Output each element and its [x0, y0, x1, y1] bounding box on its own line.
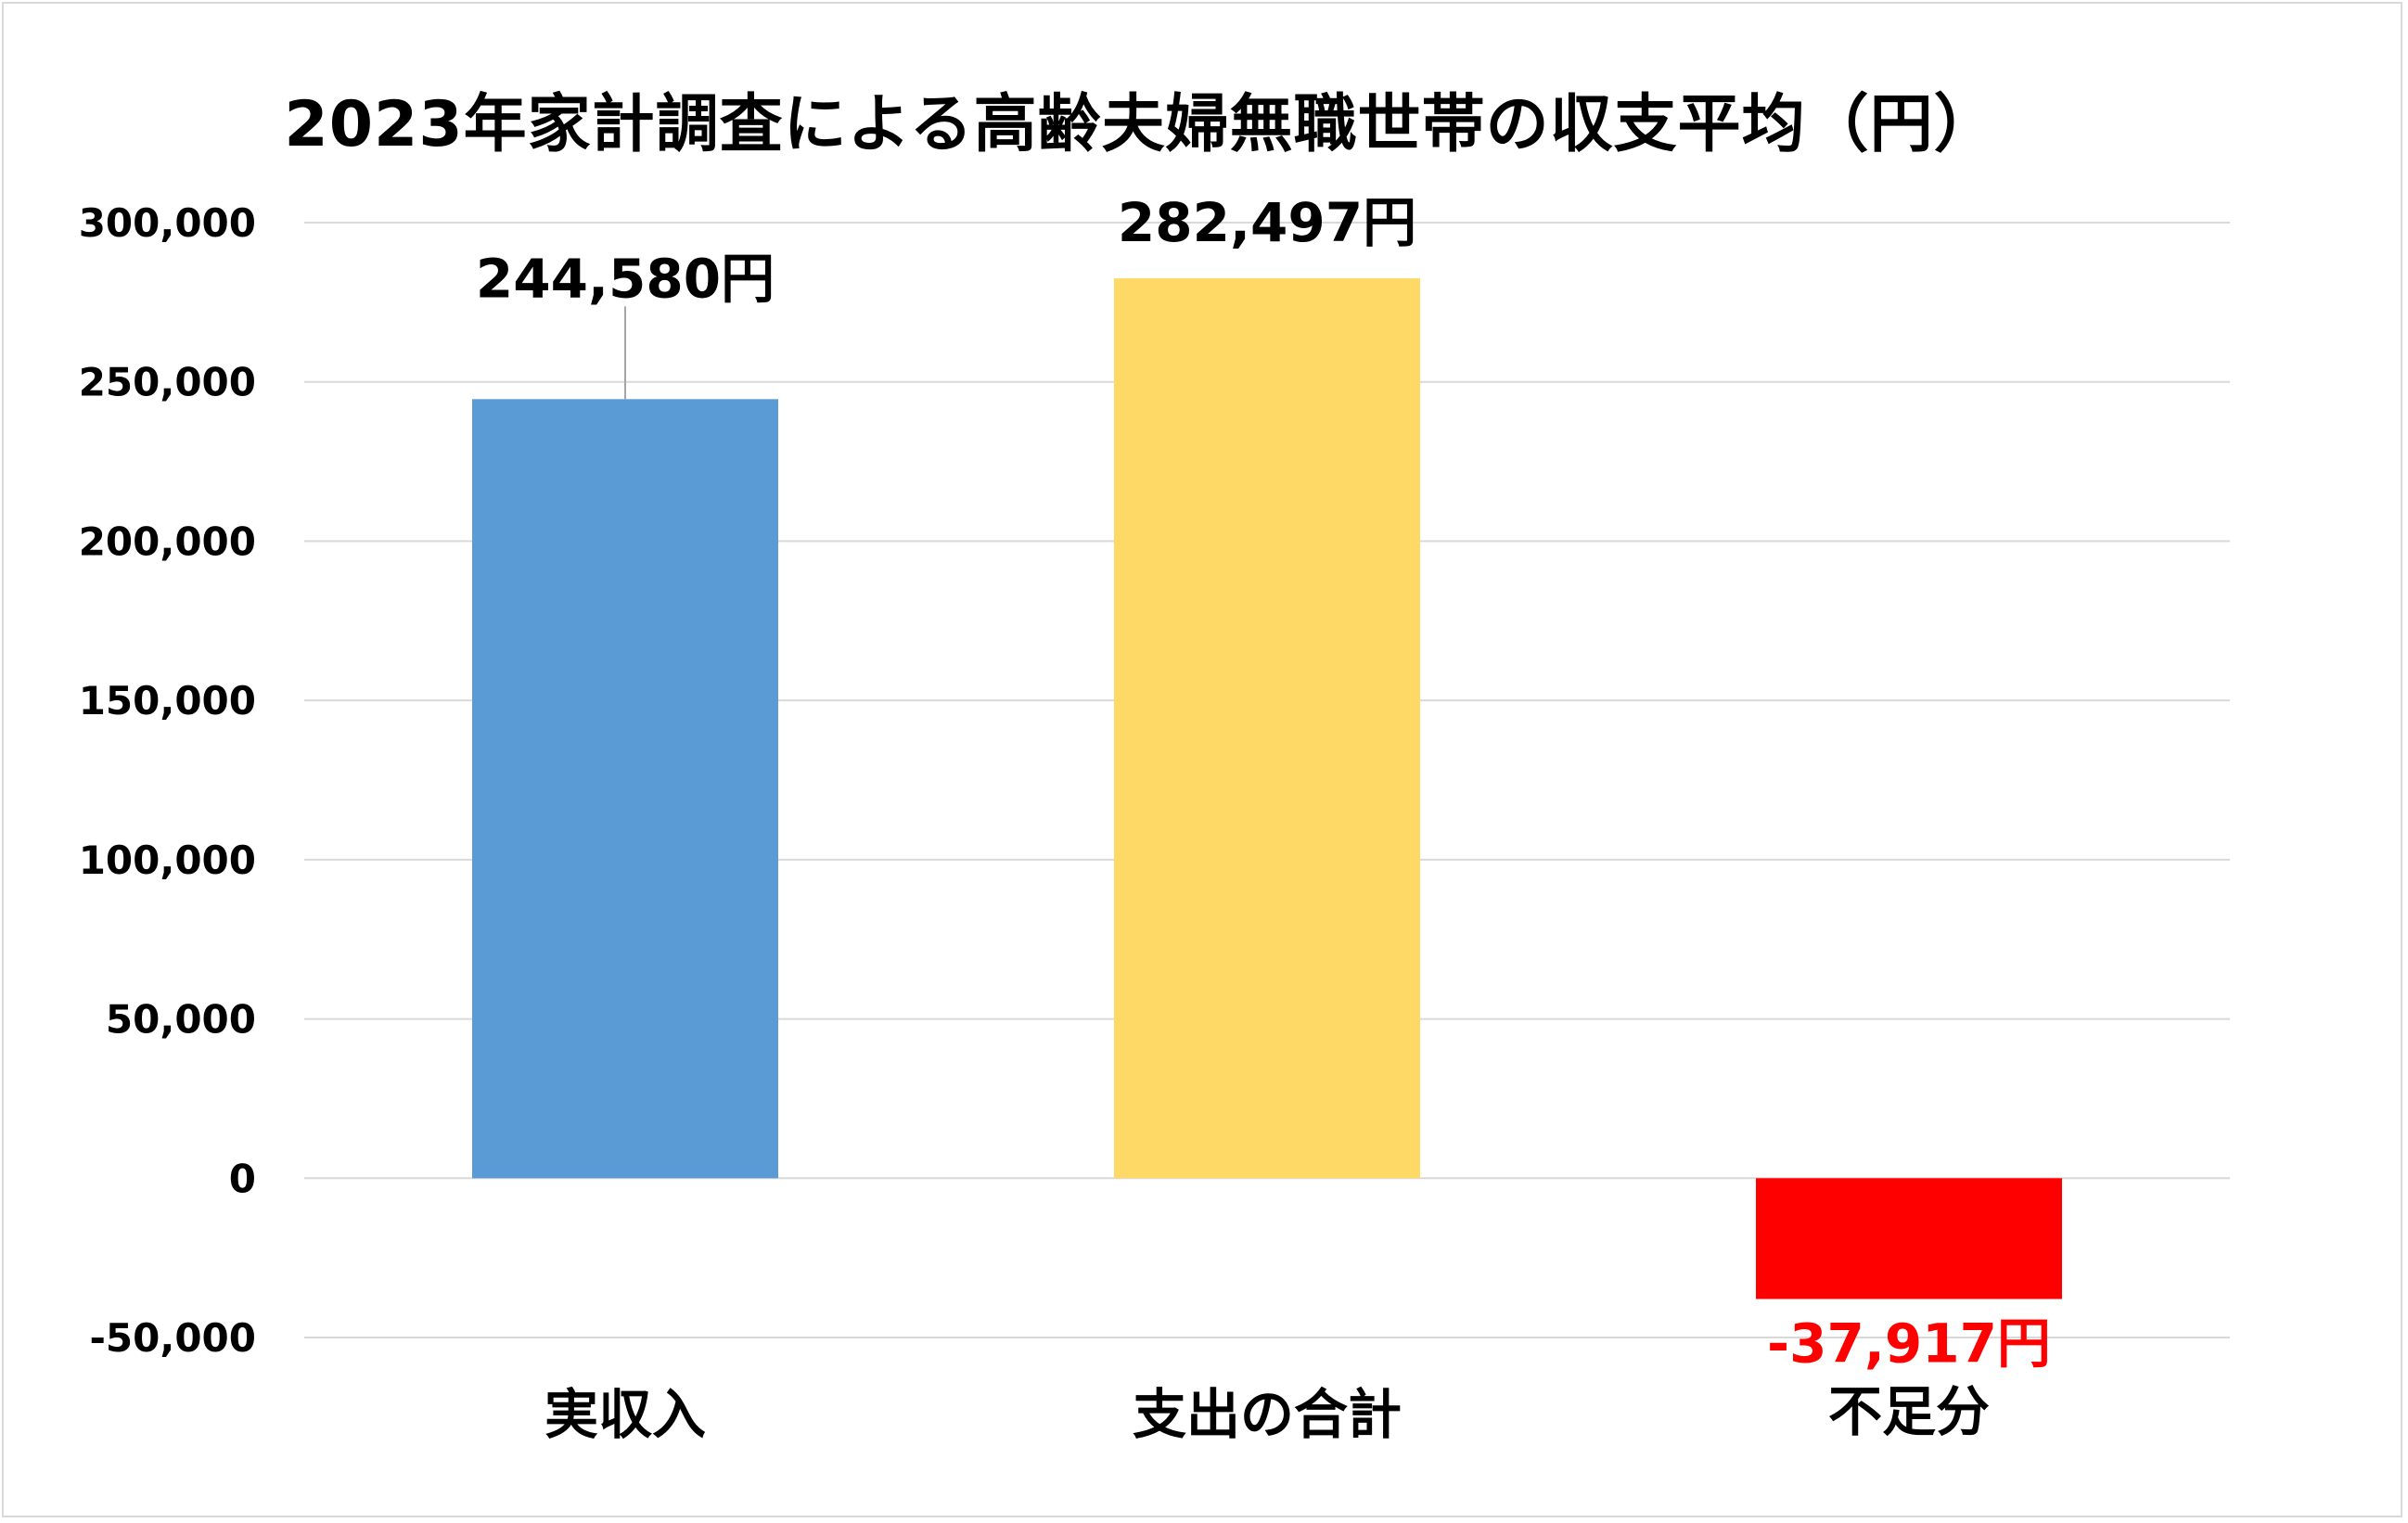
data-label: 244,580円	[476, 247, 775, 310]
bar	[1114, 278, 1420, 1179]
y-tick-label: 150,000	[79, 678, 256, 723]
y-tick-label: -50,000	[89, 1315, 256, 1361]
bar	[472, 399, 778, 1179]
data-label: 282,497円	[1118, 191, 1416, 254]
y-tick-label: 50,000	[106, 997, 256, 1043]
chart-title: 2023年家計調査による高齢夫婦無職世帯の収支平均（円）	[284, 88, 1998, 161]
y-tick-label: 300,000	[79, 200, 256, 246]
data-label: -37,917円	[1767, 1312, 2051, 1376]
y-tick-label: 200,000	[79, 518, 256, 564]
y-tick-label: 250,000	[79, 360, 256, 405]
x-category-label: 不足分	[1828, 1380, 1990, 1443]
bar	[1756, 1178, 2062, 1299]
x-category-label: 支出の合計	[1133, 1383, 1402, 1446]
y-tick-label: 0	[229, 1156, 256, 1201]
x-category-label: 実収入	[544, 1383, 706, 1446]
y-tick-label: 100,000	[79, 838, 256, 883]
